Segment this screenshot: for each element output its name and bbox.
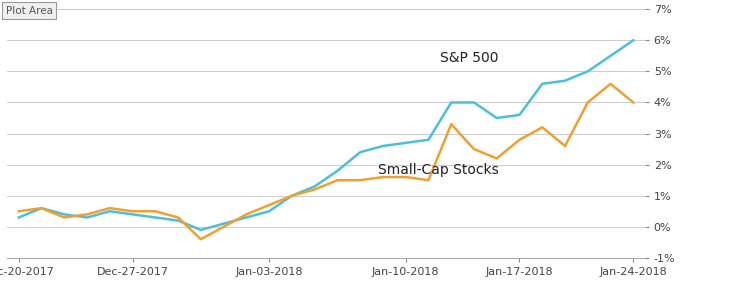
Text: Plot Area: Plot Area [5,6,53,16]
Text: S&P 500: S&P 500 [440,51,499,65]
Text: Small-Cap Stocks: Small-Cap Stocks [379,163,499,177]
